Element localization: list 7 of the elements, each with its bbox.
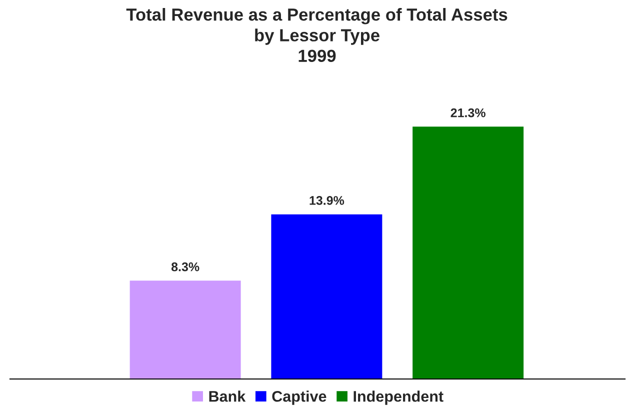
legend-label: Captive: [272, 390, 326, 405]
chart-title: Total Revenue as a Percentage of Total Assets by Lessor Type 1999: [126, 8, 508, 62]
data-label: 13.9%: [310, 196, 344, 205]
data-label: 21.3%: [450, 108, 486, 118]
data-label: 8.3%: [171, 262, 200, 272]
legend-label: Independent: [354, 390, 444, 405]
legend-label: Bank: [209, 390, 246, 402]
